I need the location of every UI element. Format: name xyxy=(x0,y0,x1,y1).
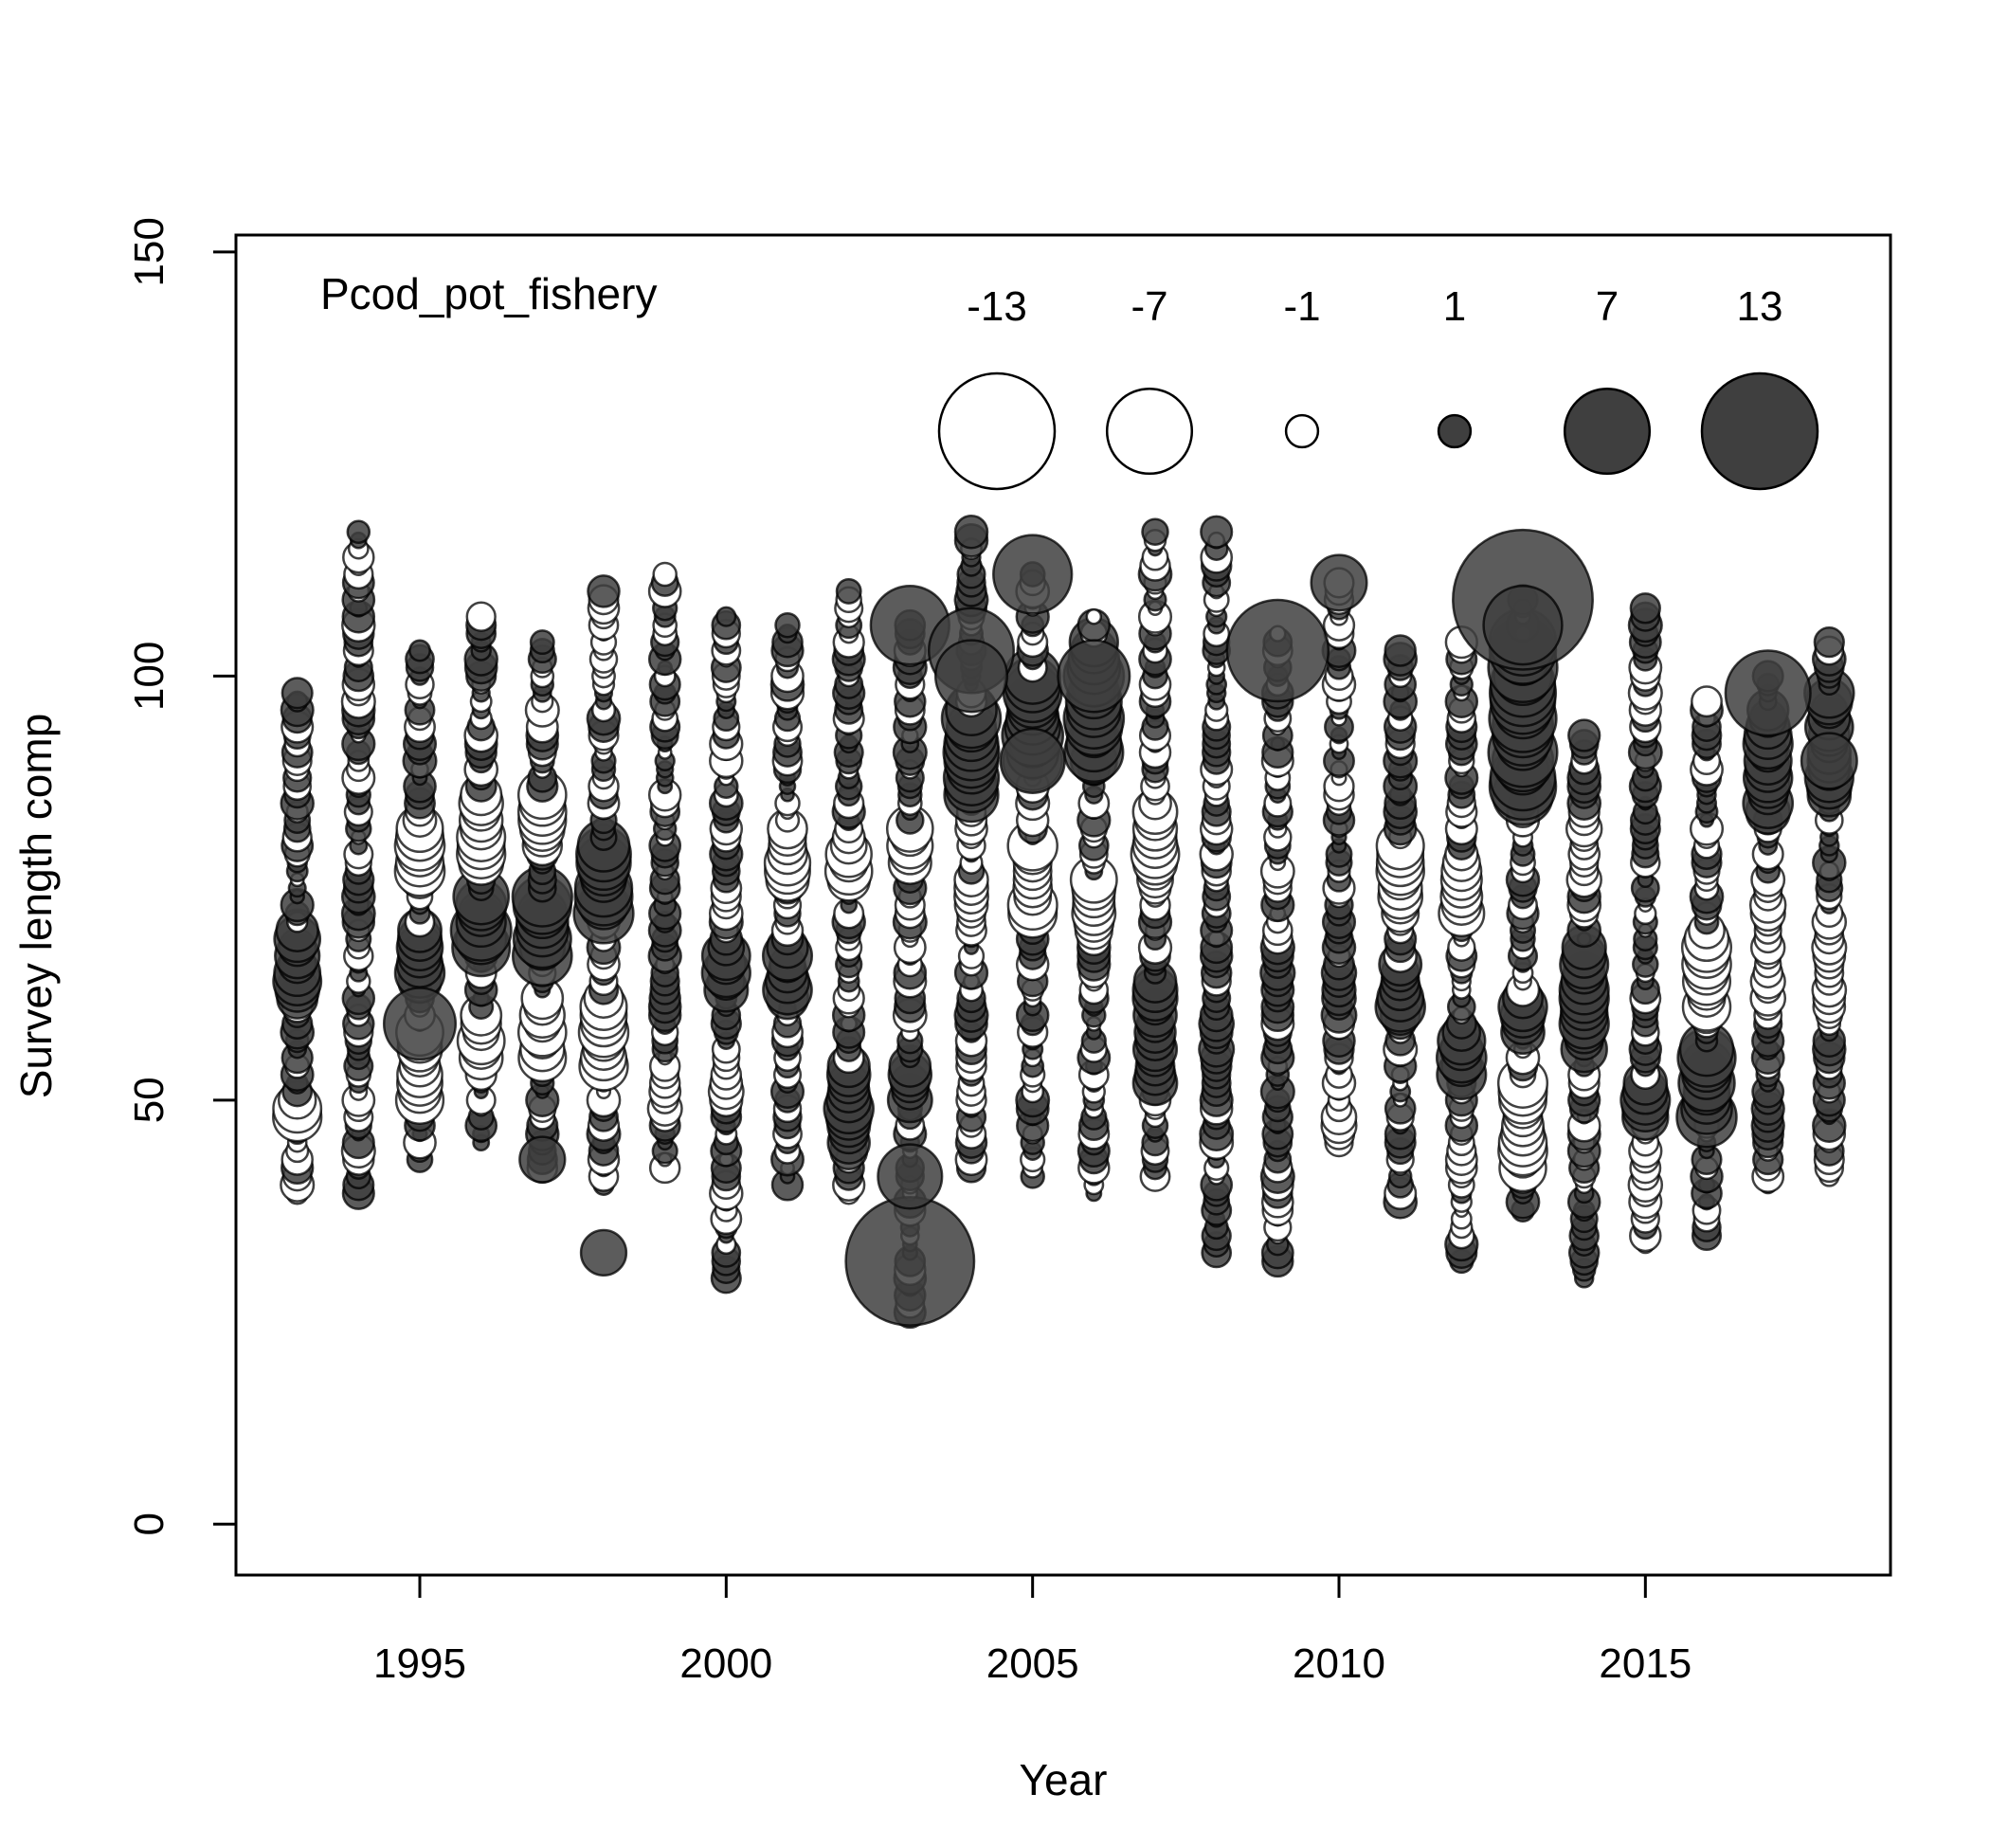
bubble-2016-97 xyxy=(1691,685,1723,718)
bubble-2000-107 xyxy=(715,606,737,627)
notable-bubble-0 xyxy=(382,987,458,1061)
x-axis-label: Year xyxy=(1020,1755,1108,1804)
legend-label-4: 7 xyxy=(1596,283,1619,330)
bubble-2007-117 xyxy=(1141,517,1169,546)
legend-bubble-5 xyxy=(1700,371,1819,491)
notable-bubble-1 xyxy=(518,1135,567,1184)
x-tick-label-0: 1995 xyxy=(373,1640,466,1687)
x-tick-label-1: 2000 xyxy=(679,1640,772,1687)
bubble-2015-108 xyxy=(1629,592,1661,625)
bubble-1999-112 xyxy=(652,561,678,588)
bubble-2001-106 xyxy=(774,611,801,639)
y-tick-label-1: 50 xyxy=(126,1077,172,1123)
notable-bubble-12 xyxy=(1310,553,1368,612)
notable-bubble-5 xyxy=(877,1143,944,1210)
notable-bubble-16 xyxy=(1800,732,1858,790)
bubble-1994-117 xyxy=(346,519,371,544)
y-tick-label-0: 0 xyxy=(126,1513,172,1535)
legend-bubble-0 xyxy=(937,371,1057,491)
x-tick-label-4: 2015 xyxy=(1599,1640,1692,1687)
legend: -13 -7 -1 1 7 13 xyxy=(937,283,1819,491)
bubble-1995-103 xyxy=(408,639,431,662)
y-axis-label: Survey length comp xyxy=(11,714,61,1099)
x-tick-label-2: 2005 xyxy=(986,1640,1079,1687)
legend-label-0: -13 xyxy=(967,283,1027,330)
x-axis: 1995 2000 2005 2010 2015 xyxy=(373,1573,1692,1687)
notable-bubble-3 xyxy=(844,1195,976,1327)
notable-bubble-9 xyxy=(999,727,1066,794)
bubble-2004-117 xyxy=(953,514,989,550)
legend-label-5: 13 xyxy=(1737,283,1783,330)
legend-label-2: -1 xyxy=(1283,283,1320,330)
panel-title: Pcod_pot_fishery xyxy=(320,269,657,318)
bubble-1998-110 xyxy=(587,574,621,608)
bubble-2014-93 xyxy=(1567,718,1601,752)
legend-label-1: -7 xyxy=(1131,283,1167,330)
y-tick-label-2: 100 xyxy=(126,642,172,711)
legend-label-3: 1 xyxy=(1443,283,1466,330)
notable-bubble-7 xyxy=(933,639,1009,714)
bubble-2006-107 xyxy=(1085,607,1103,625)
legend-bubble-3 xyxy=(1437,413,1473,449)
y-axis: 0 50 100 150 xyxy=(126,217,238,1536)
legend-bubble-4 xyxy=(1563,387,1652,476)
notable-bubble-15 xyxy=(1724,649,1812,737)
legend-bubble-2 xyxy=(1284,413,1320,449)
notable-bubble-8 xyxy=(992,534,1074,615)
y-tick-label-3: 150 xyxy=(126,217,172,286)
bubble-1996-107 xyxy=(465,601,497,632)
bubble-2008-117 xyxy=(1200,515,1234,549)
notable-bubble-14 xyxy=(1482,585,1564,666)
notable-bubble-2 xyxy=(579,1228,628,1277)
bubbles-layer xyxy=(272,514,1858,1330)
bubble-1993-98 xyxy=(280,677,314,710)
legend-bubble-1 xyxy=(1105,387,1194,476)
notable-bubble-10 xyxy=(1057,639,1131,714)
bubble-2018-104 xyxy=(1813,625,1845,659)
bubble-2011-103 xyxy=(1384,634,1417,667)
bubble-1997-104 xyxy=(529,629,555,656)
x-tick-label-3: 2010 xyxy=(1293,1640,1385,1687)
notable-bubble-11 xyxy=(1225,598,1330,703)
bubble-2002-110 xyxy=(835,577,862,605)
